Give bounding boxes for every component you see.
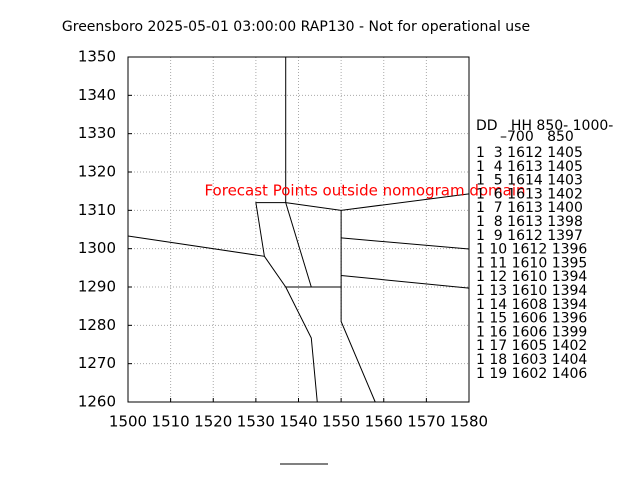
table-row: 1 11 1610 1395 [476, 255, 587, 271]
nomogram-line [127, 193, 470, 257]
table-row: 1 10 1612 1396 [476, 242, 587, 258]
plot-frame [127, 56, 470, 403]
x-tick-label: 1580 [450, 413, 488, 431]
y-tick-label: 1310 [78, 201, 116, 219]
y-tick-label: 1280 [78, 316, 116, 334]
annotation: Forecast Points outside nomogram domain [204, 182, 525, 200]
y-tick-label: 1300 [78, 239, 116, 257]
y-tick-label: 1320 [78, 163, 116, 181]
x-tick-label: 1570 [407, 413, 445, 431]
chart-title: Greensboro 2025-05-01 03:00:00 RAP130 - … [62, 19, 530, 35]
nomogram-line [341, 275, 470, 289]
y-tick-label: 1340 [78, 86, 116, 104]
y-tick-label: 1290 [78, 278, 116, 296]
x-tick-label: 1530 [237, 413, 275, 431]
table-row: 1 19 1602 1406 [476, 366, 587, 382]
x-tick-label: 1510 [152, 413, 190, 431]
x-tick-label: 1520 [194, 413, 232, 431]
table-row: 1 16 1606 1399 [476, 324, 587, 340]
table-row: 1 8 1613 1398 [476, 214, 583, 230]
table-row: 1 13 1610 1394 [476, 283, 587, 299]
x-tick-label: 1540 [279, 413, 317, 431]
table-header: DD HH 850- 1000- [476, 118, 613, 134]
table-row: 1 18 1603 1404 [476, 352, 587, 368]
table-row: 1 17 1605 1402 [476, 338, 587, 354]
nomogram-line [341, 237, 470, 250]
table-row: 1 15 1606 1396 [476, 311, 587, 327]
table-row: 1 6 1613 1402 [476, 186, 583, 202]
table-row: 1 7 1613 1400 [476, 200, 583, 216]
x-tick-label: 1560 [365, 413, 403, 431]
y-tick-label: 1330 [78, 124, 116, 142]
table-row: 1 14 1608 1394 [476, 297, 587, 313]
x-tick-label: 1550 [322, 413, 360, 431]
y-tick-label: 1260 [78, 393, 116, 411]
nomogram-line [340, 210, 376, 403]
table-row: 1 4 1613 1405 [476, 159, 583, 175]
table-row: 1 9 1612 1397 [476, 228, 583, 244]
nomogram-line [285, 286, 318, 403]
y-tick-label: 1350 [78, 48, 116, 66]
table-header: –700 850 [500, 129, 574, 145]
y-tick-label: 1270 [78, 354, 116, 372]
table-row: 1 5 1614 1403 [476, 173, 583, 189]
x-tick-label: 1500 [109, 413, 147, 431]
nomogram-line [285, 202, 312, 288]
table-row: 1 3 1612 1405 [476, 145, 583, 161]
table-row: 1 12 1610 1394 [476, 269, 587, 285]
nomogram-line [263, 256, 342, 288]
